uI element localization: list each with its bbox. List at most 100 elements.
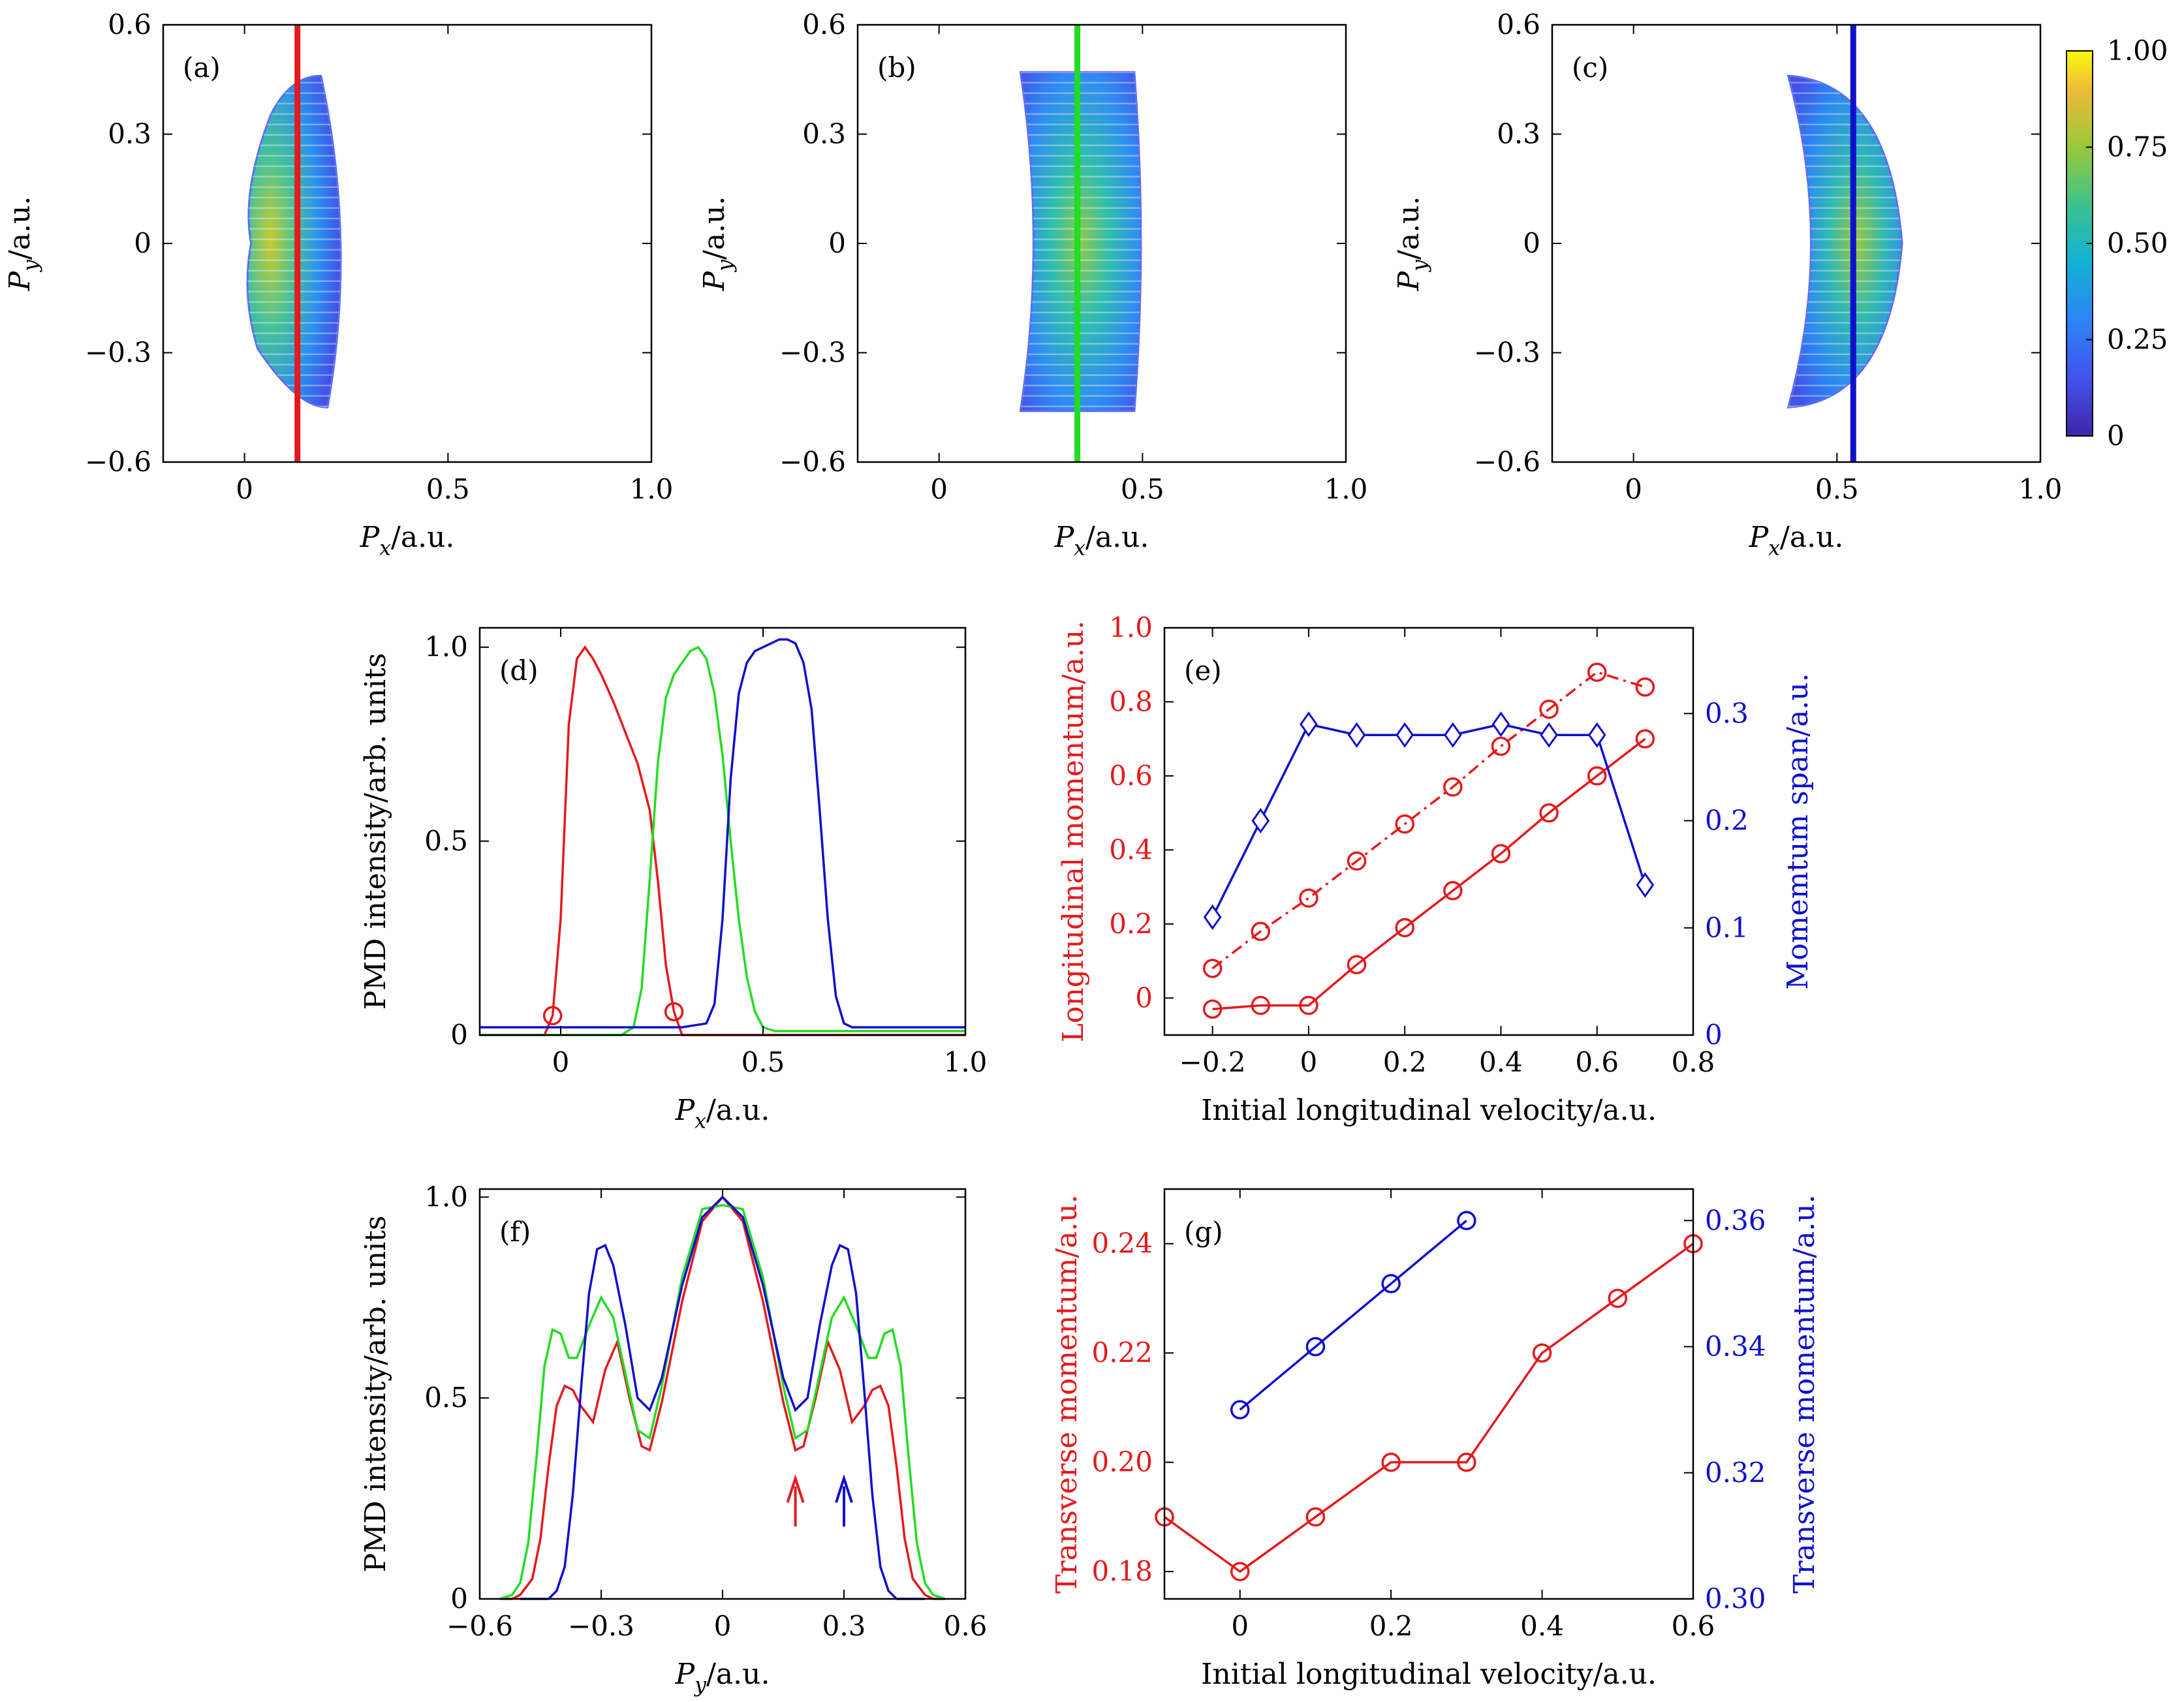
- panel-label: (g): [1184, 1216, 1223, 1248]
- y-tick-label: 0.6: [1497, 8, 1540, 40]
- colorbar: 1.00 0.75 0.50 0.25 0: [2066, 35, 2168, 452]
- panel-label: (b): [877, 52, 916, 84]
- panel-e: −0.2 0 0.2 0.4 0.6 0.8 1.0 0.8 0.6 0.4 0.2 0 0.3 0.2 0…: [1057, 611, 1815, 1127]
- y-axis-label: Transverse momentum/a.u.: [1050, 1194, 1084, 1594]
- x-tick-label: 1.0: [2019, 473, 2063, 505]
- data-point: [1457, 1211, 1476, 1231]
- x-tick-label: 0.4: [1479, 1046, 1523, 1078]
- x-tick-label: 0.2: [1383, 1046, 1427, 1078]
- plot-frame: [478, 627, 967, 1036]
- y-tick-label: −0.3: [779, 337, 846, 369]
- x-tick-label: 0: [552, 1046, 570, 1078]
- data-point: [1230, 1562, 1250, 1581]
- panel-f: −0.6 −0.3 0 0.3 0.6 1.0 0.5 0 (f) Py/a.u. PMD inte…: [359, 1181, 987, 1697]
- y-right-axis-label: Transverse momentum/a.u.: [1788, 1194, 1821, 1594]
- panel-label: (a): [183, 52, 221, 84]
- distribution-texture: [1020, 72, 1141, 411]
- data-point: [1608, 1288, 1628, 1308]
- data-point-diamond: [1347, 722, 1366, 748]
- data-point: [542, 1006, 563, 1026]
- x-tick-label: −0.6: [446, 1610, 513, 1642]
- data-point: [1202, 959, 1223, 978]
- series-line: [480, 645, 965, 1036]
- series-line: [1211, 722, 1647, 918]
- y-tick-label: 0.24: [1091, 1228, 1153, 1260]
- x-tick-label: 0.6: [1575, 1046, 1619, 1078]
- y-tick-label: 0: [134, 227, 151, 259]
- arrow-head: [786, 1474, 805, 1503]
- distribution-texture: [1788, 76, 1903, 408]
- y-tick-label: 0.6: [802, 8, 846, 40]
- x-tick-label: 0: [1300, 1046, 1318, 1078]
- series-line: [1239, 1219, 1467, 1411]
- y-tick-label: 1.0: [1109, 611, 1153, 643]
- x-axis-label: Initial longitudinal velocity/a.u.: [1201, 1094, 1657, 1127]
- y-tick-label: 0.6: [1109, 760, 1153, 792]
- plot-frame: [162, 23, 653, 463]
- x-tick-label: 0.8: [1672, 1046, 1715, 1078]
- panel-c: 0 0.5 1.0 0.6 0.3 0 −0.3 −0.6 (c) Px/a.u. Py/a.u.: [1392, 8, 2062, 560]
- y-tick-label: 0: [450, 1583, 468, 1615]
- data-point-diamond: [1251, 807, 1270, 834]
- series-line: [1212, 737, 1646, 1011]
- plot-frame: [856, 23, 1347, 463]
- data-point: [1251, 921, 1271, 941]
- x-axis-label: Px/a.u.: [1054, 521, 1149, 560]
- series-line: [1163, 1243, 1694, 1573]
- plot-frame: [478, 1188, 967, 1600]
- x-tick-label: 0: [236, 473, 253, 505]
- panel-label: (d): [499, 655, 538, 687]
- x-tick-label: 0.2: [1369, 1610, 1413, 1642]
- plot-frame: [1163, 627, 1694, 1036]
- panel-b: 0 0.5 1.0 0.6 0.3 0 −0.3 −0.6 (b) Px/a.u. Py/a.u.: [698, 8, 1367, 560]
- y-tick-label: 0.2: [1109, 908, 1153, 940]
- y-tick-label: −0.3: [1474, 337, 1540, 369]
- x-axis-label: Px/a.u.: [360, 521, 455, 560]
- y-axis-label: Py/a.u.: [698, 196, 737, 292]
- data-point: [1587, 662, 1607, 682]
- y-tick-label: 0: [1135, 982, 1153, 1013]
- y-tick-label: 1.0: [424, 631, 468, 663]
- y-tick-label: 0: [828, 227, 846, 259]
- y-axis-label: Py/a.u.: [1392, 196, 1431, 292]
- x-tick-label: 0.5: [741, 1046, 785, 1078]
- y-tick-label: −0.6: [779, 446, 846, 478]
- y-right-axis-label: Momemtum span/a.u.: [1781, 673, 1815, 989]
- data-point: [1305, 1507, 1326, 1527]
- panel-a: 0 0.5 1.0 0.6 0.3 0 −0.3 −0.6 (a) Px/a.u. Py/a.u.: [3, 8, 673, 560]
- x-tick-label: −0.2: [1179, 1046, 1246, 1078]
- x-tick-label: 0.4: [1520, 1610, 1564, 1642]
- x-axis-label: Py/a.u.: [675, 1658, 770, 1697]
- y-axis-label: Py/a.u.: [3, 196, 42, 292]
- x-tick-label: 1.0: [1324, 473, 1368, 505]
- colorbar-tick-label: 0.25: [2107, 324, 2168, 356]
- data-point: [1299, 888, 1318, 908]
- arrow-head: [835, 1474, 853, 1503]
- data-point: [1299, 995, 1318, 1015]
- data-point: [1457, 1452, 1476, 1472]
- y-tick-label: 0.5: [424, 1382, 468, 1414]
- data-point: [1635, 729, 1655, 749]
- y-tick-label: 0.8: [1109, 685, 1153, 717]
- data-point: [1443, 777, 1463, 797]
- colorbar-tick-label: 0.50: [2107, 227, 2168, 259]
- data-point: [1381, 1274, 1401, 1293]
- y-right-tick-label: 0.3: [1705, 697, 1749, 729]
- panel-label: (e): [1184, 655, 1222, 687]
- data-point: [1202, 999, 1223, 1019]
- x-tick-label: 0.5: [1121, 473, 1164, 505]
- y-tick-label: 0.3: [802, 118, 846, 150]
- data-point-diamond: [1443, 722, 1462, 748]
- y-right-tick-label: 0.36: [1705, 1204, 1766, 1236]
- data-point: [1443, 881, 1463, 901]
- y-axis-label: PMD intensity/arb. units: [359, 1216, 392, 1573]
- y-right-tick-label: 0.1: [1705, 912, 1749, 944]
- data-point-diamond: [1540, 722, 1558, 748]
- x-tick-label: 0: [1625, 473, 1642, 505]
- series-line: [1211, 671, 1646, 970]
- data-point-diamond: [1491, 711, 1510, 737]
- y-axis-label: PMD intensity/arb. units: [359, 653, 392, 1010]
- y-tick-label: 0.18: [1091, 1555, 1153, 1587]
- y-tick-label: 0.4: [1109, 833, 1153, 865]
